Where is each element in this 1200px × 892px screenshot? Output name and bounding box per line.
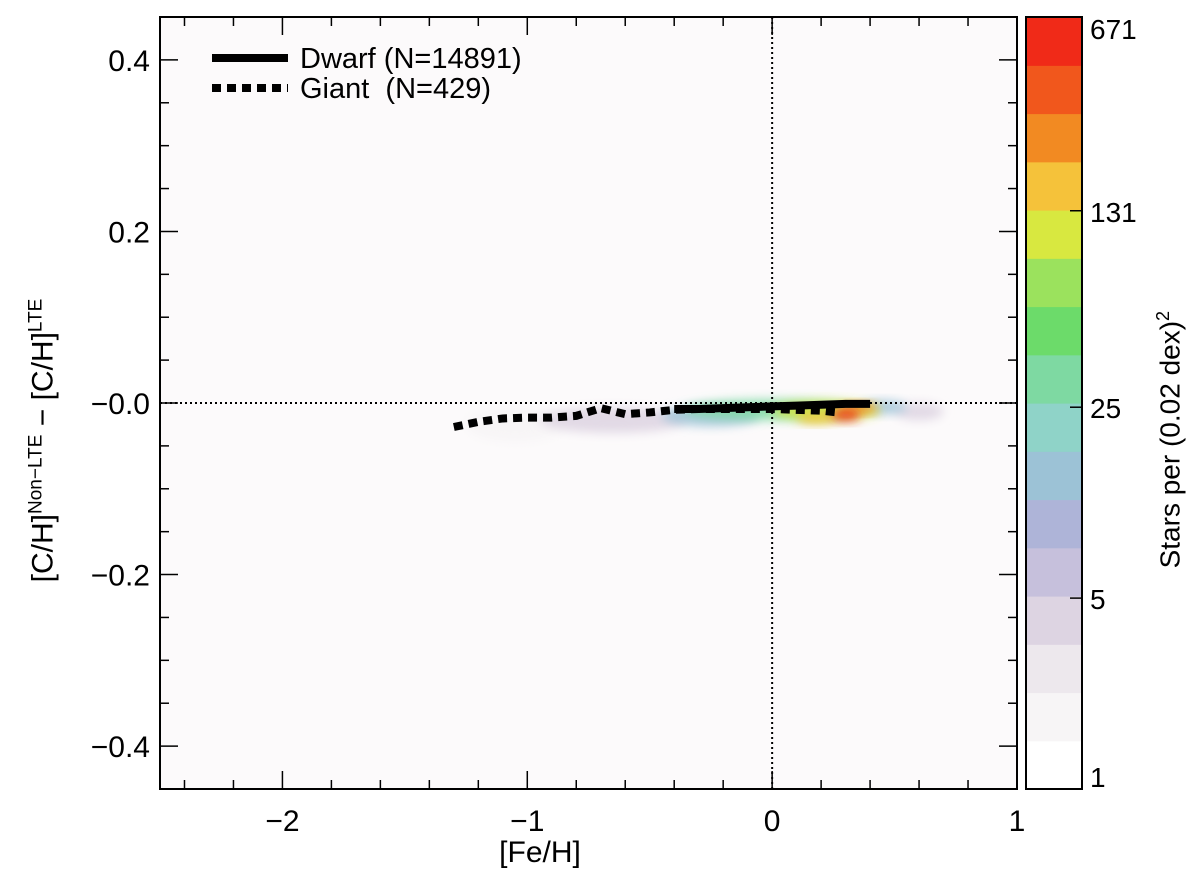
colorbar-band-13 — [1026, 113, 1082, 163]
colorbar: 1 5 25 131 671 — [1025, 14, 1137, 793]
x-axis-label: [Fe/H] — [499, 836, 581, 869]
colorbar-frame — [1025, 16, 1083, 790]
y-tick-label: −0.0 — [91, 388, 150, 421]
y-tick-label: −0.2 — [91, 560, 150, 593]
colorbar-band-8 — [1026, 354, 1082, 404]
legend-label-1: Giant (N=429) — [300, 73, 491, 105]
x-tick-label: −1 — [510, 805, 544, 838]
legend-label-0: Dwarf (N=14891) — [300, 43, 522, 75]
colorbar-band-15 — [1026, 17, 1082, 66]
colorbar-tick-label: 5 — [1090, 584, 1106, 615]
density-blob-1 — [894, 403, 944, 421]
series-line-giant — [453, 403, 839, 431]
colorbar-band-6 — [1026, 451, 1082, 501]
colorbar-band-10 — [1026, 258, 1082, 308]
colorbar-tick-label: 25 — [1090, 393, 1121, 424]
x-tick-label: 0 — [764, 805, 781, 838]
colorbar-band-2 — [1026, 644, 1082, 694]
x-tick-label: −2 — [265, 805, 299, 838]
colorbar-tick-label: 1 — [1090, 762, 1106, 793]
colorbar-band-1 — [1026, 692, 1082, 742]
y-tick-label: 0.2 — [108, 216, 150, 249]
y-tick-label: 0.4 — [108, 45, 150, 78]
colorbar-band-3 — [1026, 596, 1082, 645]
y-tick-label: −0.4 — [91, 731, 150, 764]
colorbar-tick-label: 671 — [1090, 14, 1137, 45]
colorbar-band-0 — [1026, 740, 1082, 790]
colorbar-band-14 — [1026, 65, 1082, 115]
colorbar-band-11 — [1026, 210, 1082, 259]
y-axis-label: [C/H]Non−LTE − [C/H]LTE — [25, 298, 60, 582]
colorbar-label: Stars per (0.02 dex)2 — [1153, 311, 1186, 569]
colorbar-band-7 — [1026, 403, 1082, 452]
x-tick-label: 1 — [1009, 805, 1026, 838]
colorbar-band-5 — [1026, 499, 1082, 549]
colorbar-tick-label: 131 — [1090, 197, 1137, 228]
legend: Dwarf (N=14891)Giant (N=429) — [212, 43, 522, 105]
colorbar-band-12 — [1026, 161, 1082, 211]
density-blob-0 — [466, 407, 565, 442]
density-blob-9 — [830, 409, 861, 422]
colorbar-band-4 — [1026, 547, 1082, 597]
density-blob-7 — [796, 413, 836, 424]
colorbar-band-9 — [1026, 306, 1082, 356]
